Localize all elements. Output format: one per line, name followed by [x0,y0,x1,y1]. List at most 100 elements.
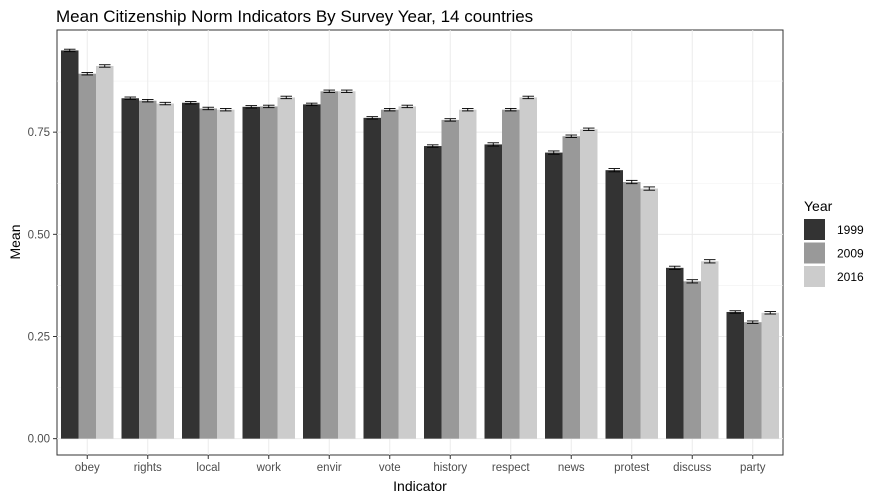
errorbar-envir-2009 [323,89,336,93]
bar-rights-1999 [121,98,139,439]
bar-envir-2009 [320,91,338,439]
errorbar-work-2009 [262,104,275,109]
errorbar-rights-1999 [124,96,137,100]
bar-party-1999 [726,311,744,439]
bar-history-2016 [459,109,477,439]
x-tick-label: work [256,462,282,474]
bar-respect-2016 [519,97,537,439]
bar-obey-2016 [96,65,114,439]
legend-key-1999 [804,219,825,240]
bar-vote-2016 [398,106,416,439]
errorbar-respect-2009 [504,108,517,112]
bar-obey-1999 [61,50,79,439]
bar-rights-2016 [156,103,174,439]
errorbar-party-2009 [746,320,759,324]
x-axis: obey rights local work envir vote history respe… [75,455,766,474]
legend-title: Year [804,198,833,214]
bar-news-2009 [562,136,580,439]
x-tick-label: local [196,462,220,474]
errorbar-envir-2016 [340,89,353,93]
errorbar-work-1999 [245,105,258,109]
errorbar-obey-1999 [63,48,76,53]
errorbar-obey-2009 [81,72,94,76]
bar-party-2016 [761,312,779,439]
bar-work-2016 [277,97,295,439]
bar-discuss-2016 [701,261,719,439]
errorbar-vote-1999 [366,116,379,120]
errorbar-discuss-1999 [668,265,681,270]
plot-panel [56,29,784,456]
legend: Year 1999 2009 2016 [804,198,864,287]
bar-work-2009 [260,106,278,439]
y-tick-label: 0.75 [28,127,50,139]
errorbar-respect-2016 [522,95,535,100]
legend-key-2016 [804,266,825,287]
x-axis-title: Indicator [393,478,447,494]
x-tick-label: respect [492,462,531,474]
bar-local-1999 [182,102,200,439]
errorbar-work-2016 [280,95,293,100]
y-tick-label: 0.25 [28,331,50,343]
x-tick-label: protest [614,462,650,474]
bar-envir-2016 [338,91,356,439]
y-tick-label: 0.00 [28,434,50,446]
errorbar-history-2009 [444,118,457,122]
bar-protest-2016 [640,188,658,439]
x-tick-label: vote [379,462,401,474]
x-tick-label: party [740,462,766,474]
y-axis-title: Mean [7,224,23,259]
errorbar-party-1999 [729,310,742,314]
bar-vote-1999 [363,117,381,439]
bars-group [61,50,779,439]
errorbar-envir-1999 [305,102,318,107]
bar-discuss-2009 [683,281,701,439]
bar-vote-2009 [381,109,399,439]
legend-label-2009: 2009 [837,247,864,261]
bar-news-1999 [545,152,563,439]
legend-label-2016: 2016 [837,270,864,284]
errorbar-discuss-2009 [686,279,699,284]
y-tick-label: 0.50 [28,229,50,241]
bar-rights-2009 [139,100,157,439]
errorbar-vote-2009 [383,108,396,112]
bar-history-1999 [424,146,442,439]
errorbar-local-2016 [219,108,232,112]
x-tick-label: obey [75,462,100,474]
bar-envir-1999 [303,104,321,439]
bar-party-2009 [744,322,762,439]
errorbar-protest-2016 [643,186,656,191]
x-tick-label: rights [134,462,162,474]
errorbar-rights-2016 [159,101,172,106]
errorbar-respect-1999 [487,142,500,147]
errorbar-protest-1999 [608,168,621,173]
bar-history-2009 [441,119,459,439]
bar-discuss-1999 [666,267,684,439]
errorbar-local-2009 [202,106,215,111]
bar-news-2016 [580,129,598,439]
bar-work-1999 [242,106,260,439]
y-axis: 0.00 0.25 0.50 0.75 [28,127,57,446]
errorbar-news-2016 [582,127,595,131]
errorbar-history-2016 [461,108,474,112]
errorbar-history-1999 [426,144,439,148]
x-tick-label: history [433,462,467,474]
bar-respect-1999 [484,144,502,439]
errorbar-obey-2016 [98,64,111,68]
errorbar-discuss-2016 [703,259,716,264]
x-tick-label: discuss [673,462,712,474]
errorbars-group [63,48,777,324]
errorbar-local-1999 [184,101,197,105]
errorbar-rights-2009 [141,99,154,103]
errorbar-protest-2009 [625,179,638,185]
legend-key-2009 [804,242,825,264]
bar-respect-2009 [502,109,520,439]
bar-local-2009 [199,108,217,439]
errorbar-news-1999 [547,150,560,155]
bar-protest-2009 [623,182,641,439]
x-tick-label: news [558,462,585,474]
errorbar-news-2009 [565,134,578,138]
errorbar-vote-2016 [401,104,414,109]
x-tick-label: envir [317,462,342,474]
chart-title: Mean Citizenship Norm Indicators By Surv… [56,7,533,26]
